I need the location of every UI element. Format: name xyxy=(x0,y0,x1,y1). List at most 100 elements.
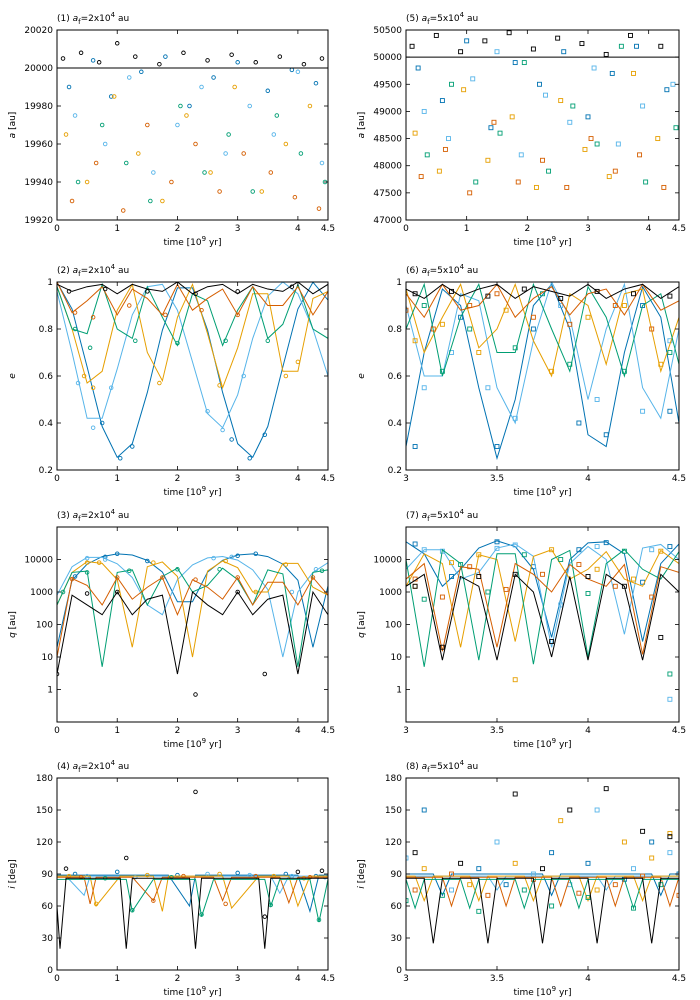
point xyxy=(485,589,491,595)
point xyxy=(612,882,618,888)
point xyxy=(202,170,207,175)
point xyxy=(319,160,325,166)
panel-title: (1) af=2x104 au xyxy=(57,11,129,26)
x-tick-label: 3.5 xyxy=(490,726,504,736)
point xyxy=(289,589,295,595)
panel-title: (5) af=5x104 au xyxy=(406,11,478,26)
point xyxy=(75,380,81,386)
point xyxy=(643,179,649,185)
point xyxy=(658,548,664,554)
point xyxy=(649,594,655,600)
x-axis-label-part: time [10 xyxy=(163,488,201,498)
point xyxy=(187,103,192,109)
point xyxy=(503,307,509,313)
panel-title-part: a xyxy=(422,762,428,772)
point xyxy=(540,571,545,577)
point xyxy=(247,103,252,109)
panel-title-part: 4 xyxy=(460,759,465,767)
x-tick-label: 4.5 xyxy=(321,974,335,984)
point xyxy=(512,571,518,577)
x-axis-label: time [109 yr] xyxy=(163,485,221,498)
plot-frame xyxy=(405,281,680,471)
x-tick-label: 4.5 xyxy=(672,974,686,984)
point xyxy=(512,677,518,683)
y-tick-label: 30 xyxy=(42,934,54,944)
point xyxy=(295,69,301,75)
point xyxy=(621,368,627,374)
panel-title-part: =2x10 xyxy=(81,511,111,521)
point xyxy=(485,385,491,391)
x-tick-label: 3.5 xyxy=(490,474,504,484)
point xyxy=(628,32,633,38)
point xyxy=(476,866,482,872)
point xyxy=(467,326,473,332)
point xyxy=(564,184,570,190)
point xyxy=(430,326,436,332)
x-tick-label: 4 xyxy=(585,726,591,736)
x-axis-label-part: 9 xyxy=(552,737,556,745)
x-axis-label: time [109 yr] xyxy=(513,235,571,248)
point xyxy=(313,80,319,86)
point xyxy=(72,326,78,332)
x-tick-label: 4.5 xyxy=(672,474,686,484)
point xyxy=(439,594,445,600)
point xyxy=(512,345,518,351)
point xyxy=(108,94,114,99)
y-tick-label: 47500 xyxy=(373,189,402,199)
point xyxy=(449,871,454,877)
point xyxy=(512,542,518,548)
panel-title-part: a xyxy=(73,762,79,772)
point xyxy=(540,157,545,163)
y-tick-label: 1 xyxy=(396,278,402,288)
y-tick-label: 48500 xyxy=(373,135,402,145)
panel-title-part: =2x10 xyxy=(81,266,111,276)
point xyxy=(640,103,646,109)
curve xyxy=(57,875,328,912)
x-axis-label-part: time [10 xyxy=(513,988,551,998)
point xyxy=(603,432,609,438)
y-tick-label: 100 xyxy=(385,621,402,631)
panel-title-part: f xyxy=(427,18,430,26)
point xyxy=(609,70,615,76)
y-tick-label: 0.8 xyxy=(39,325,54,335)
x-tick-label: 0 xyxy=(403,224,409,234)
point xyxy=(503,586,509,592)
point xyxy=(621,583,627,589)
panel-title-part: 4 xyxy=(460,263,465,271)
point xyxy=(295,869,301,875)
point xyxy=(512,60,518,66)
point xyxy=(470,76,476,82)
point xyxy=(75,179,81,185)
point xyxy=(102,557,108,562)
point xyxy=(558,557,564,562)
panel-title-part: =5x10 xyxy=(430,762,460,772)
plot-frame xyxy=(405,777,680,971)
y-tick-label: 30 xyxy=(391,934,403,944)
point xyxy=(518,152,524,158)
x-axis-label-part: yr] xyxy=(556,988,571,998)
point xyxy=(136,151,141,156)
plot-frame xyxy=(56,29,329,221)
point xyxy=(585,591,591,596)
point xyxy=(117,456,123,461)
y-tick-label: 120 xyxy=(385,838,402,848)
point xyxy=(621,839,627,845)
point xyxy=(235,589,240,595)
x-axis-label-part: yr] xyxy=(556,488,571,498)
panel-title-part: au xyxy=(464,762,478,772)
point xyxy=(530,326,536,332)
point xyxy=(406,898,409,904)
point xyxy=(151,560,156,565)
point xyxy=(612,583,618,589)
y-tick-label: 50500 xyxy=(373,26,402,36)
y-tick-label: 1000 xyxy=(379,588,402,598)
point xyxy=(265,88,271,94)
x-axis-label-part: yr] xyxy=(206,988,221,998)
panel-title-part: (4) xyxy=(57,762,73,772)
panel xyxy=(57,789,328,949)
point xyxy=(494,839,500,845)
y-tick-label: 1 xyxy=(47,278,53,288)
panel-title-part: 4 xyxy=(111,11,116,19)
point xyxy=(549,903,555,909)
panel-title-part: (7) xyxy=(406,511,422,521)
